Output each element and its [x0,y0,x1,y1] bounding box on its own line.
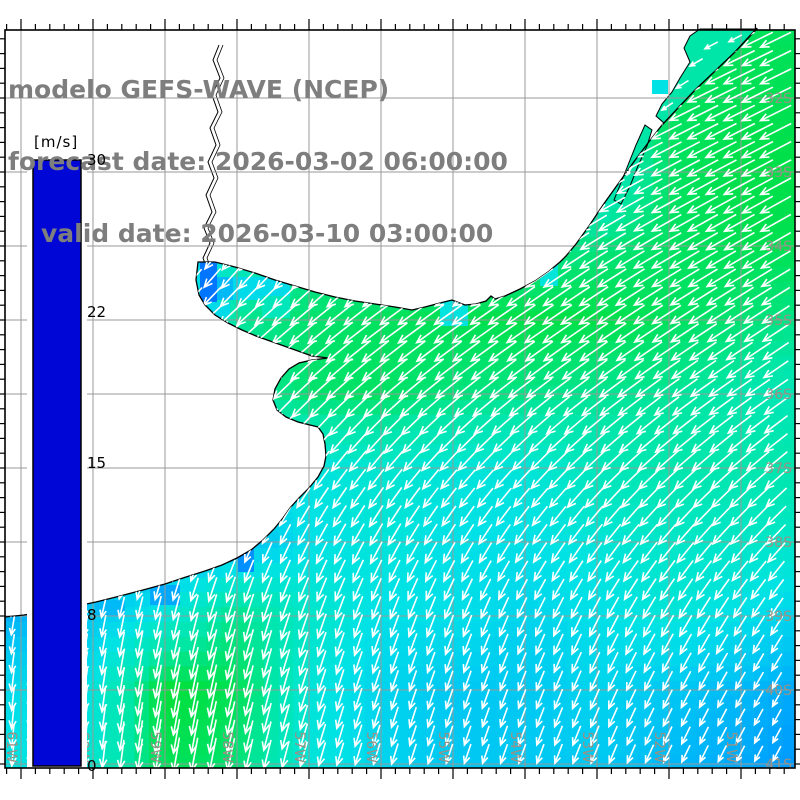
lon-label: 51W [723,731,739,763]
graticule-labels: 61W60W59W58W57W56W55W54W53W52W51W32S33S3… [3,91,792,773]
colorbar-gradient [32,159,82,767]
lat-label: 36S [765,387,792,403]
title-forecast-date: forecast date: 2026-03-02 06:00:00 [8,147,508,176]
colorbar-tick-label: 30 [87,151,107,169]
lon-label: 55W [435,731,451,763]
lat-label: 32S [765,91,792,107]
lon-label: 57W [291,731,307,763]
lon-label: 58W [219,731,235,763]
title-valid-date: valid date: 2026-03-10 03:00:00 [41,219,494,248]
lon-label: 59W [147,731,163,763]
title-model-name: modelo GEFS-WAVE (NCEP) [8,75,390,104]
colorbar-tick-label: 22 [87,302,107,321]
vector-arrows [0,31,792,774]
lat-label: 37S [765,461,792,477]
colorbar [27,152,87,776]
map-frame [0,19,800,779]
lat-label: 35S [765,313,792,329]
lat-label: 40S [765,683,792,699]
lagoon-arrows [626,34,743,177]
lon-label: 56W [363,731,379,763]
colorbar-tick-label: 0 [87,757,97,775]
lon-label: 52W [651,731,667,763]
colorbar-unit-label: [m/s] [34,133,79,151]
lat-label: 39S [765,609,792,625]
lon-label: 53W [579,731,595,763]
lat-label: 34S [765,239,792,255]
lat-label: 38S [765,535,792,551]
map-title: modelo GEFS-WAVE (NCEP) forecast date: 2… [8,30,508,294]
lagoa-mirim [613,124,653,205]
lon-label: 54W [507,731,523,763]
land-area [5,28,757,617]
lon-label: 61W [3,731,19,763]
colorbar-tick-label: 15 [87,454,107,472]
colorbar-tick-label: 8 [87,605,97,624]
lat-label: 41S [765,757,792,773]
lat-label: 33S [765,165,792,181]
